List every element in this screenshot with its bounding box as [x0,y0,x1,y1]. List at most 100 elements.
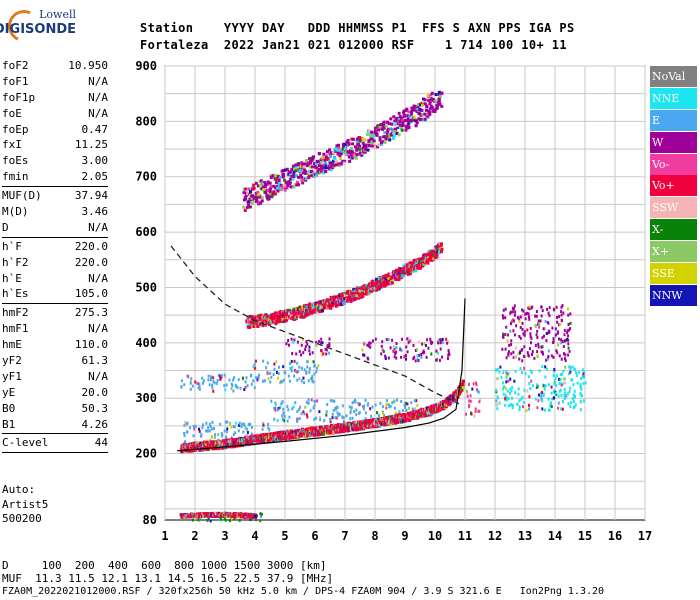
echo-point [268,322,272,326]
echo-point [231,383,234,387]
echo-point [378,277,382,281]
echo-point [495,399,498,403]
echo-point [304,177,308,181]
echo-point [276,174,280,178]
echo-point [368,341,371,345]
echo-point [563,394,566,398]
echo-point [529,332,532,336]
echo-point [283,419,286,423]
echo-point [512,329,515,333]
param-row: yE 20.0 [2,385,108,401]
echo-point [370,137,374,141]
echo-point [251,187,255,191]
echo-point [200,434,203,438]
echo-point [406,263,410,267]
echo-point [297,183,301,187]
param-value: 11.25 [74,138,108,152]
echo-point [298,349,301,353]
echo-point [395,269,399,273]
echo-point [518,405,521,409]
echo-point [556,351,559,355]
echo-point [304,178,308,182]
echo-point [386,132,390,136]
echo-point [505,370,508,374]
echo-point [274,403,277,407]
echo-point [547,383,550,387]
echo-point [572,393,575,397]
echo-point [440,247,444,251]
echo-point [351,427,355,431]
echo-point [370,414,373,418]
echo-point [505,356,508,360]
echo-point [303,368,306,372]
echo-point [417,359,420,363]
echo-point [465,412,468,416]
echo-point [329,417,332,421]
echo-point [349,148,353,152]
echo-point [248,193,252,197]
echo-point [469,399,472,403]
param-row: h`F 220.0 [2,239,108,255]
echo-point [536,406,539,410]
echo-point [405,408,408,412]
echo-point [564,353,567,357]
echo-point [521,313,524,317]
echo-point [420,353,423,357]
echo-point [275,178,279,182]
echo-point [288,312,292,316]
echo-point [247,200,251,204]
echo-point [536,336,539,340]
echo-point [295,183,299,187]
echo-point [501,387,504,391]
echo-point [241,422,244,426]
echo-point [250,201,254,205]
echo-point [371,339,374,343]
echo-point [358,139,362,143]
echo-point [297,369,300,373]
echo-point [354,400,357,404]
x-tick-label: 11 [458,529,472,543]
echo-point [324,169,328,173]
echo-point [324,164,328,168]
echo-point [383,131,387,135]
echo-point [548,306,551,310]
echo-point [295,180,299,184]
echo-point [244,385,247,389]
param-value: 10.950 [68,59,108,72]
echo-point [207,374,210,378]
echo-point [217,373,220,377]
echo-point [184,422,187,426]
echo-point [296,361,299,365]
echo-point [250,432,253,436]
echo-point [401,273,405,277]
echo-point [385,406,388,410]
echo-point [331,412,334,416]
echo-point [317,339,320,343]
echo-point [528,347,531,351]
x-tick-label: 10 [428,529,442,543]
echo-point [287,343,290,347]
echo-point [378,138,382,142]
echo-point [361,141,365,145]
echo-point [336,411,339,415]
echo-point [410,270,414,274]
echo-point [376,279,380,283]
echo-point [374,403,377,407]
echo-point [580,387,583,391]
echo-point [424,344,427,348]
echo-point [282,168,286,172]
echo-point [254,195,258,199]
echo-point [273,406,276,410]
echo-point [552,373,555,377]
echo-point [508,343,511,347]
echo-point [272,190,276,194]
echo-point [328,344,331,348]
echo-point [212,389,215,393]
echo-point [361,353,364,357]
echo-point [357,296,361,300]
y-tick-label: 500 [135,280,157,294]
echo-point [461,379,465,383]
echo-point [325,150,329,154]
echo-point [524,371,527,375]
echo-point [217,447,221,451]
